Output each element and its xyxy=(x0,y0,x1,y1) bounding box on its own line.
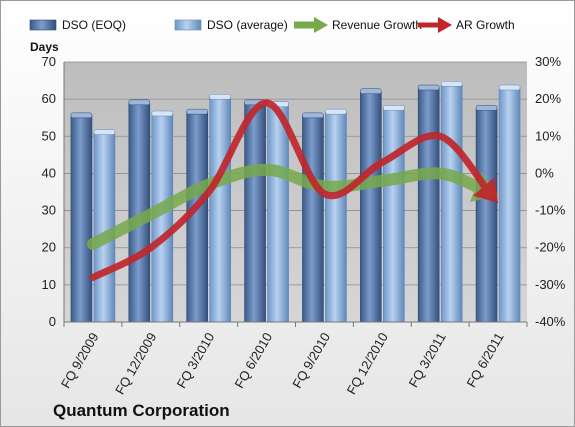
chart-title: Quantum Corporation xyxy=(53,401,230,420)
bar-dso-eoq xyxy=(417,84,440,323)
y-axis-label: Days xyxy=(30,40,59,54)
y-tick-label: 70 xyxy=(42,54,56,69)
legend-item: Revenue Growth xyxy=(294,17,422,33)
bar-dso-average xyxy=(498,84,521,323)
bar-dso-average xyxy=(209,94,231,323)
y2-tick-label: 30% xyxy=(535,54,561,69)
legend-label: DSO (average) xyxy=(207,18,288,32)
y2-tick-label: -40% xyxy=(535,314,566,329)
legend-item: AR Growth xyxy=(418,17,515,33)
bar-dso-average xyxy=(440,81,463,323)
growth-lines xyxy=(86,99,499,281)
legend-label: Revenue Growth xyxy=(332,18,422,32)
bar-dso-average xyxy=(267,101,289,323)
y2-tick-label: 10% xyxy=(535,128,561,143)
bar-dso-average xyxy=(325,108,347,323)
legend-item: DSO (average) xyxy=(174,18,288,32)
y-tick-label: 30 xyxy=(42,203,56,218)
legend-label: DSO (EOQ) xyxy=(62,18,126,32)
y-axis: 0 10 20 30 40 50 60 70 xyxy=(42,54,65,329)
bars xyxy=(70,81,521,323)
bar-dso-eoq xyxy=(360,88,382,323)
bar-dso-average xyxy=(383,105,405,323)
y-tick-label: 60 xyxy=(42,91,56,106)
y-tick-label: 10 xyxy=(42,277,56,292)
y2-tick-label: 0% xyxy=(535,165,554,180)
bar-dso-eoq xyxy=(302,112,324,323)
y2-tick-label: -20% xyxy=(535,240,566,255)
legend-label: AR Growth xyxy=(456,18,515,32)
y2-tick-label: 20% xyxy=(535,91,561,106)
bar-dso-eoq xyxy=(244,99,266,323)
ar-growth-line xyxy=(89,99,499,281)
legend-item: DSO (EOQ) xyxy=(29,18,126,32)
secondary-y-axis: -40% -30% -20% -10% 0% 10% 20% 30% xyxy=(535,54,566,329)
bar-dso-average xyxy=(93,129,116,323)
legend: DSO (EOQ) DSO (average) Revenue Growth AR G… xyxy=(29,17,515,33)
bar-dso-eoq xyxy=(128,99,151,323)
y-tick-label: 40 xyxy=(42,165,56,180)
bar-dso-eoq xyxy=(70,112,93,323)
bar-dso-eoq xyxy=(475,105,498,323)
y2-tick-label: -10% xyxy=(535,203,566,218)
y-tick-label: 20 xyxy=(42,240,56,255)
y2-tick-label: -30% xyxy=(535,277,566,292)
y-tick-label: 0 xyxy=(49,314,56,329)
y-tick-label: 50 xyxy=(42,128,56,143)
